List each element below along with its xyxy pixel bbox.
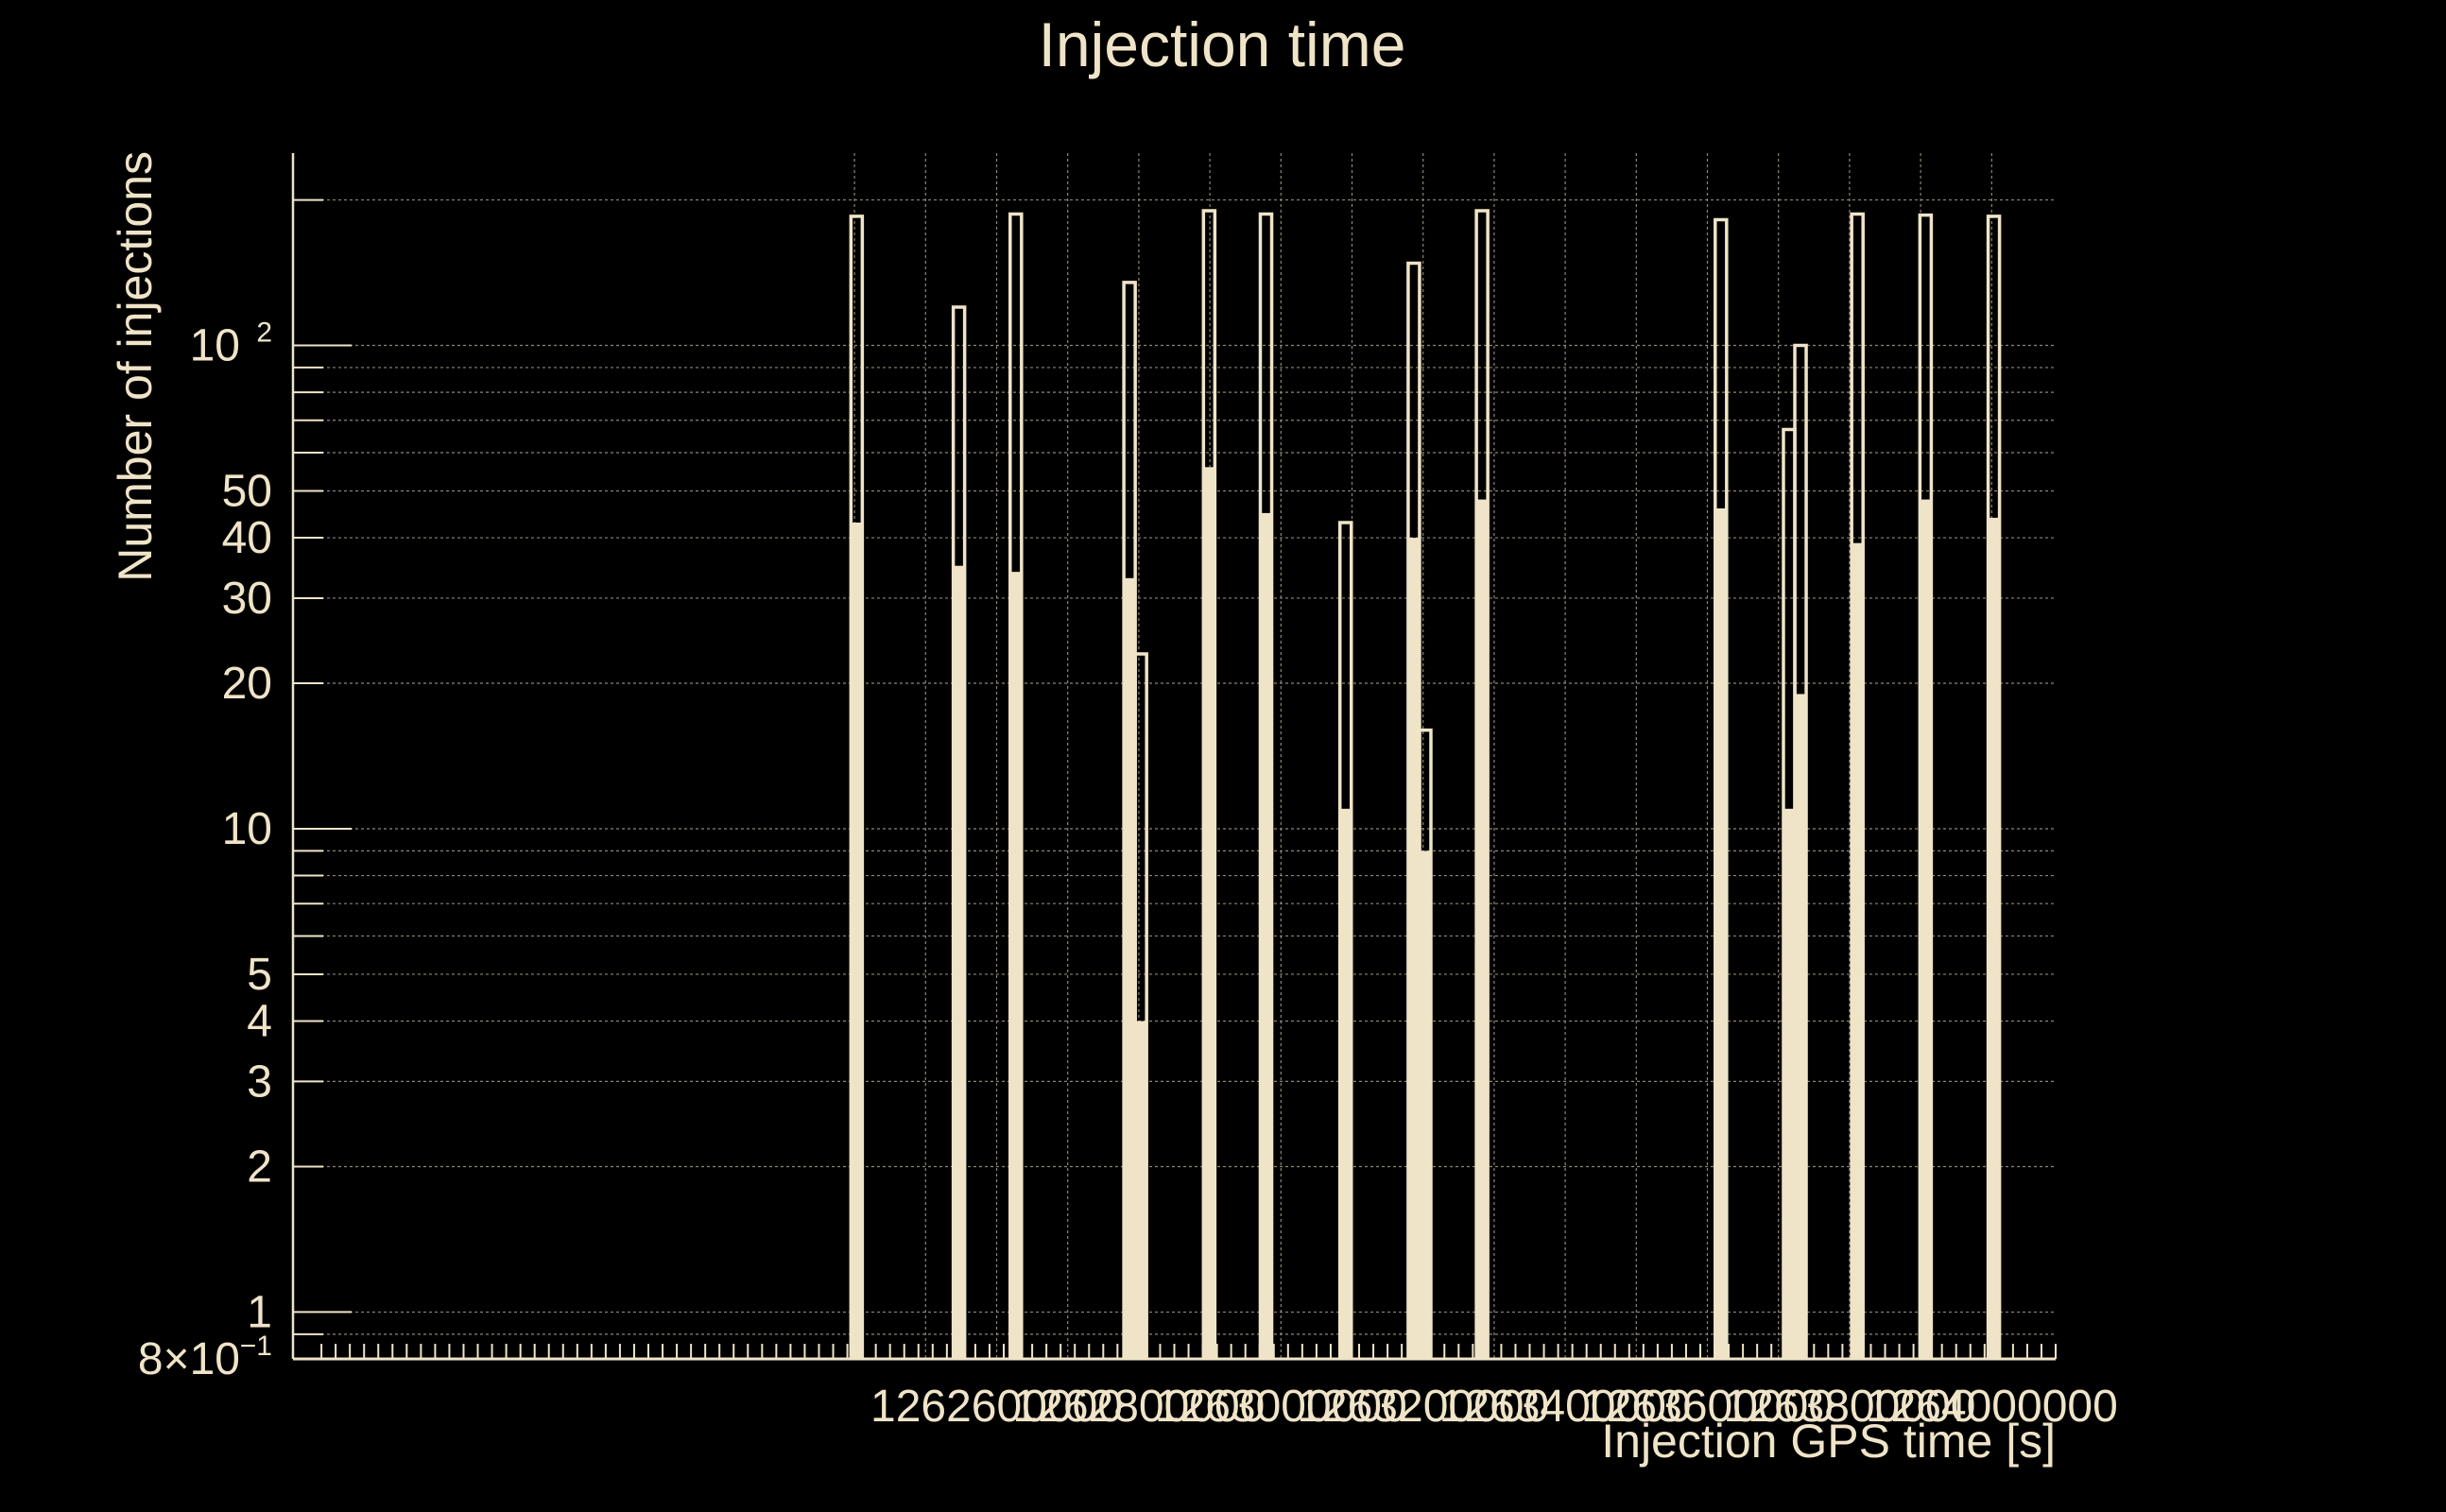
histogram-bar-outline xyxy=(1793,343,1808,1359)
histogram-bar-filled xyxy=(1476,499,1489,1359)
histogram-bar-filled xyxy=(1795,694,1807,1359)
y-tick-label-exponent: −1 xyxy=(240,1331,272,1362)
x-tick-label: 1263400000 xyxy=(1439,1382,1692,1432)
x-tick-label: 1262800000 xyxy=(1012,1382,1265,1432)
histogram-bar-filled xyxy=(1407,538,1420,1359)
x-tick-label: 1263800000 xyxy=(1723,1382,1975,1432)
histogram-bar-filled xyxy=(1339,808,1352,1359)
histogram-bar-outline xyxy=(849,215,865,1359)
y-tick-label: 8×10 xyxy=(138,1334,240,1384)
x-tick-label: 1264000000 xyxy=(1866,1382,2118,1432)
y-tick-label: 10 xyxy=(222,804,272,854)
histogram-bar-filled xyxy=(1920,499,1932,1359)
y-tick-label: 1 xyxy=(247,1287,272,1337)
histogram-bar-outline xyxy=(1201,209,1217,1359)
x-tick-labels: 1262600000126280000012630000001263200000… xyxy=(870,1382,2118,1432)
y-axis-label: Number of injections xyxy=(109,151,162,582)
histogram-bar-outline xyxy=(1474,209,1490,1359)
y-tick-label: 40 xyxy=(222,513,272,563)
chart-title: Injection time xyxy=(1039,9,1406,79)
histogram-bar-outline xyxy=(1133,652,1148,1359)
histogram-bar-filled xyxy=(1852,542,1864,1359)
histogram-bar-filled xyxy=(1419,850,1431,1359)
x-tick-label: 1263000000 xyxy=(1155,1382,1407,1432)
y-tick-label: 3 xyxy=(247,1057,272,1107)
histogram-bar-outline xyxy=(951,305,967,1359)
histogram-bar-filled xyxy=(1714,508,1727,1359)
histogram-bar-outline xyxy=(1258,212,1274,1359)
x-tick-label: 1263200000 xyxy=(1297,1382,1549,1432)
histogram-bar-outline xyxy=(1418,728,1433,1359)
histogram-bar-filled xyxy=(1783,808,1796,1359)
x-tick-label: 1262600000 xyxy=(870,1382,1123,1432)
x-axis-label: Injection GPS time [s] xyxy=(1601,1415,2056,1468)
x-tick-label: 1263600000 xyxy=(1581,1382,1834,1432)
histogram-bar-filled xyxy=(1988,517,2000,1359)
histogram-bar-outline xyxy=(1918,213,1934,1359)
axes xyxy=(291,153,2057,1361)
histogram-bar-filled xyxy=(1260,512,1272,1359)
y-tick-label: 50 xyxy=(222,466,272,516)
y-tick-label: 30 xyxy=(222,574,272,624)
histogram-bar-outline xyxy=(1337,521,1353,1359)
histogram-bar-outline xyxy=(1850,212,1865,1359)
histogram-bar-filled xyxy=(1135,1021,1147,1359)
grid-lines xyxy=(293,153,2056,1360)
y-tick-label: 4 xyxy=(247,997,272,1047)
histogram-bar-filled xyxy=(1124,577,1136,1359)
histogram-bar-filled xyxy=(851,522,863,1359)
histogram-bar-outline xyxy=(1986,215,2002,1359)
y-tick-label-exponent: 2 xyxy=(256,318,272,349)
histogram-bars xyxy=(849,209,2002,1359)
y-tick-label: 5 xyxy=(247,950,272,1000)
histogram-bar-filled xyxy=(1009,572,1022,1359)
y-tick-label: 20 xyxy=(222,659,272,709)
y-tick-label: 10 xyxy=(190,321,240,371)
histogram-bar-outline xyxy=(1714,217,1729,1359)
histogram-bar-outline xyxy=(1008,212,1024,1359)
histogram-bar-filled xyxy=(953,565,965,1359)
histogram-bar-filled xyxy=(1203,467,1215,1359)
y-tick-label: 2 xyxy=(247,1142,272,1192)
